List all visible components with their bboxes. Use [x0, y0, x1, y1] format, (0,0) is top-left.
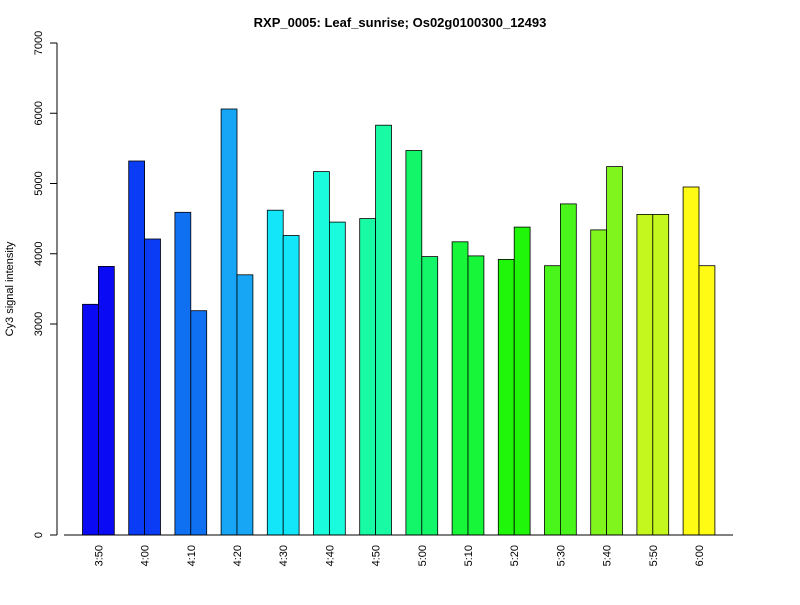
x-tick-label-550: 5:50 [648, 545, 660, 566]
x-tick-label-540: 5:40 [602, 545, 614, 566]
x-tick-label-450: 4:50 [371, 545, 383, 566]
bar-520-2 [513, 226, 531, 536]
bar-510-2 [467, 255, 485, 536]
bar-530-2 [560, 203, 577, 536]
bar-520-1 [497, 258, 515, 536]
bar-500-1 [405, 150, 423, 536]
x-tick-label-420: 4:20 [232, 545, 244, 566]
bar-600-1 [682, 186, 700, 536]
x-tick-label-510: 5:10 [463, 545, 475, 566]
y-tick-label-4000: 4000 [33, 242, 45, 266]
bar-420-1 [220, 108, 238, 536]
x-tick-label-410: 4:10 [186, 545, 198, 566]
bar-500-2 [421, 256, 439, 536]
y-tick-label-0: 0 [33, 532, 45, 538]
x-tick-label-600: 6:00 [694, 545, 706, 566]
bar-430-1 [266, 209, 284, 536]
y-tick-label-6000: 6000 [33, 101, 45, 125]
bar-510-1 [451, 241, 469, 536]
y-tick-label-7000: 7000 [33, 31, 45, 55]
bar-440-2 [328, 221, 346, 536]
y-tick-label-5000: 5000 [33, 171, 45, 195]
bar-410-1 [174, 211, 192, 536]
bar-350-1 [82, 303, 99, 536]
y-tick-label-3000: 3000 [33, 312, 45, 336]
bar-420-2 [236, 274, 254, 536]
bar-440-1 [313, 171, 330, 536]
bar-400-2 [144, 238, 161, 536]
bar-530-1 [544, 265, 561, 536]
bar-550-1 [636, 213, 654, 536]
bar-430-2 [282, 235, 300, 536]
bars [82, 108, 716, 536]
y-axis: 0 3000 4000 5000 6000 7000 [33, 31, 58, 538]
bar-410-2 [190, 310, 208, 536]
bar-600-2 [698, 265, 716, 536]
x-axis: 3:50 4:00 4:10 4:20 4:30 4:40 4:50 5:00 5:10 5:20… [64, 534, 733, 566]
bar-450-1 [359, 218, 377, 536]
x-tick-label-430: 4:30 [278, 545, 290, 566]
bar-350-2 [98, 265, 115, 536]
x-tick-label-400: 4:00 [140, 545, 152, 566]
bar-550-2 [652, 213, 670, 536]
x-tick-label-440: 4:40 [324, 545, 336, 566]
bar-540-1 [590, 229, 608, 536]
x-tick-label-500: 5:00 [417, 545, 429, 566]
y-axis-label: Cy3 signal intensity [4, 241, 16, 336]
x-tick-label-350: 3:50 [93, 545, 105, 566]
chart-title: RXP_0005: Leaf_sunrise; Os02g0100300_124… [254, 15, 547, 30]
bar-540-2 [606, 166, 623, 536]
x-tick-label-530: 5:30 [555, 545, 567, 566]
bar-450-2 [375, 124, 392, 536]
bar-400-1 [128, 160, 145, 536]
x-tick-label-520: 5:20 [509, 545, 521, 566]
